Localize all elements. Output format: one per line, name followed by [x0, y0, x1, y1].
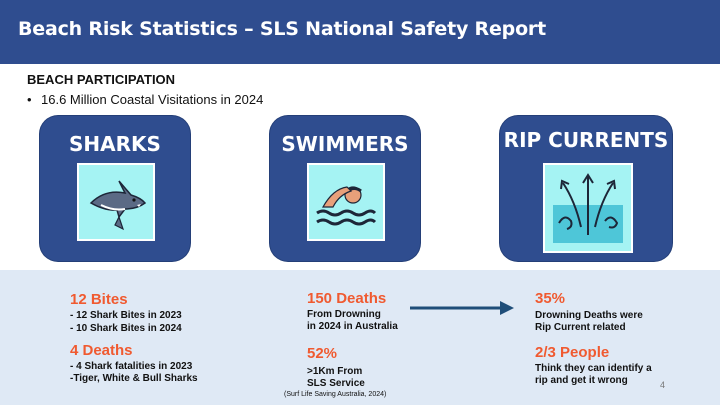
- drowning-deaths-line2: in 2024 in Australia: [307, 321, 398, 332]
- participation-heading: BEACH PARTICIPATION: [27, 72, 176, 87]
- shark-bites-2023: - 12 Shark Bites in 2023: [70, 310, 182, 321]
- shark-deaths-title: 4 Deaths: [70, 342, 133, 359]
- source-citation: (Surf Life Saving Australia, 2024): [284, 391, 387, 398]
- bullet-dot: •: [27, 92, 32, 107]
- shark-fatalities-2023: - 4 Shark fatalities in 2023: [70, 361, 193, 372]
- slide-title: Beach Risk Statistics – SLS National Saf…: [18, 18, 546, 40]
- participation-bullet: • 16.6 Million Coastal Visitations in 202…: [27, 92, 263, 107]
- arrow-right-icon: [410, 301, 514, 315]
- swimmers-card: SWIMMERS: [270, 116, 420, 261]
- rip-currents-card: RIP CURRENTS: [500, 116, 672, 261]
- swimmers-card-title: SWIMMERS: [281, 132, 409, 156]
- participation-bullet-text: 16.6 Million Coastal Visitations in 2024: [41, 92, 264, 107]
- distance-pct-title: 52%: [307, 345, 338, 362]
- rip-people-title: 2/3 People: [535, 344, 610, 361]
- rip-pct-line2: Rip Current related: [535, 322, 626, 333]
- stats-background-band: [0, 270, 720, 405]
- drowning-deaths-line1: From Drowning: [307, 309, 381, 320]
- sharks-card: SHARKS: [40, 116, 190, 261]
- rip-pct-title: 35%: [535, 290, 566, 307]
- rip-people-line2: rip and get it wrong: [535, 375, 628, 386]
- rip-people-line1: Think they can identify a: [535, 363, 652, 374]
- sharks-card-title: SHARKS: [69, 132, 161, 156]
- shark-species: -Tiger, White & Bull Sharks: [70, 373, 198, 384]
- drowning-deaths-title: 150 Deaths: [307, 290, 387, 307]
- distance-pct-line1: >1Km From: [307, 366, 363, 377]
- distance-pct-line2: SLS Service: [307, 378, 365, 389]
- title-bar: Beach Risk Statistics – SLS National Saf…: [0, 0, 720, 64]
- shark-bites-2024: - 10 Shark Bites in 2024: [70, 323, 182, 334]
- shark-icon: [77, 163, 155, 241]
- page-number: 4: [660, 380, 666, 390]
- swimmer-icon: [307, 163, 385, 241]
- rip-currents-card-title: RIP CURRENTS: [503, 128, 669, 152]
- shark-bites-title: 12 Bites: [70, 291, 128, 308]
- rip-pct-line1: Drowning Deaths were: [535, 310, 643, 321]
- rip-current-icon: [543, 163, 633, 253]
